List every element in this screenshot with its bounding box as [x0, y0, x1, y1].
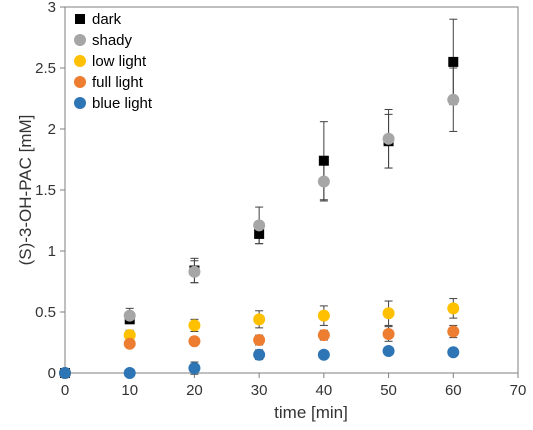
point-low-light: [447, 302, 460, 315]
legend-label-blue-light: blue light: [92, 95, 153, 112]
axes: 0 10 20 30 40 50 60 70 0 0.5 1 1.5 2 2.5 3: [35, 0, 526, 399]
point-blue-light: [123, 367, 136, 379]
point-low-light: [382, 307, 395, 320]
legend-marker-low-light: [74, 55, 86, 67]
point-shady: [382, 132, 395, 145]
x-tick-label: 0: [61, 382, 69, 399]
legend-marker-blue-light: [74, 97, 86, 109]
x-tick-label: 50: [380, 382, 397, 399]
point-blue-light: [447, 346, 460, 359]
point-low-light: [188, 319, 201, 332]
legend-label-dark: dark: [92, 11, 122, 28]
point-shady: [317, 175, 330, 188]
point-shady: [253, 219, 266, 232]
y-tick-label: 3: [48, 0, 56, 16]
y-tick-label: 0: [48, 365, 56, 382]
point-full-light: [447, 325, 460, 338]
x-tick-label: 10: [121, 382, 138, 399]
point-shady: [188, 265, 201, 278]
point-low-light: [317, 309, 330, 322]
point-full-light: [123, 337, 136, 350]
point-low-light: [123, 329, 136, 342]
point-full-light: [317, 329, 330, 342]
legend: dark shady low light full light blue light: [74, 11, 153, 112]
point-shady: [123, 309, 136, 322]
x-axis-title: time [min]: [274, 403, 348, 422]
x-tick-label: 60: [445, 382, 462, 399]
legend-marker-shady: [74, 34, 86, 46]
y-axis-title: (S)-3-OH-PAC [mM]: [16, 115, 35, 266]
legend-label-full-light: full light: [92, 74, 144, 91]
point-full-light: [188, 335, 201, 348]
legend-label-low-light: low light: [92, 53, 147, 70]
point-low-light: [253, 313, 266, 326]
legend-label-shady: shady: [92, 32, 133, 49]
legend-marker-dark: [75, 14, 85, 24]
point-blue-light: [253, 348, 266, 361]
x-tick-label: 30: [251, 382, 268, 399]
y-tick-label: 0.5: [35, 304, 56, 321]
y-tick-label: 1.5: [35, 182, 56, 199]
x-tick-label: 70: [510, 382, 527, 399]
legend-marker-full-light: [74, 76, 86, 88]
y-tick-label: 1: [48, 243, 56, 260]
y-tick-label: 2: [48, 121, 56, 138]
point-dark: [254, 228, 265, 239]
point-full-light: [382, 327, 395, 340]
point-blue-light: [188, 362, 201, 375]
data-points: [59, 56, 460, 379]
x-tick-label: 40: [316, 382, 333, 399]
point-dark: [318, 155, 329, 166]
point-full-light: [253, 334, 266, 347]
point-dark: [448, 56, 459, 67]
point-blue-light: [317, 348, 330, 361]
x-tick-label: 20: [186, 382, 203, 399]
point-blue-light: [59, 367, 71, 379]
y-tick-label: 2.5: [35, 60, 56, 77]
point-shady: [447, 93, 460, 106]
point-blue-light: [382, 345, 395, 358]
